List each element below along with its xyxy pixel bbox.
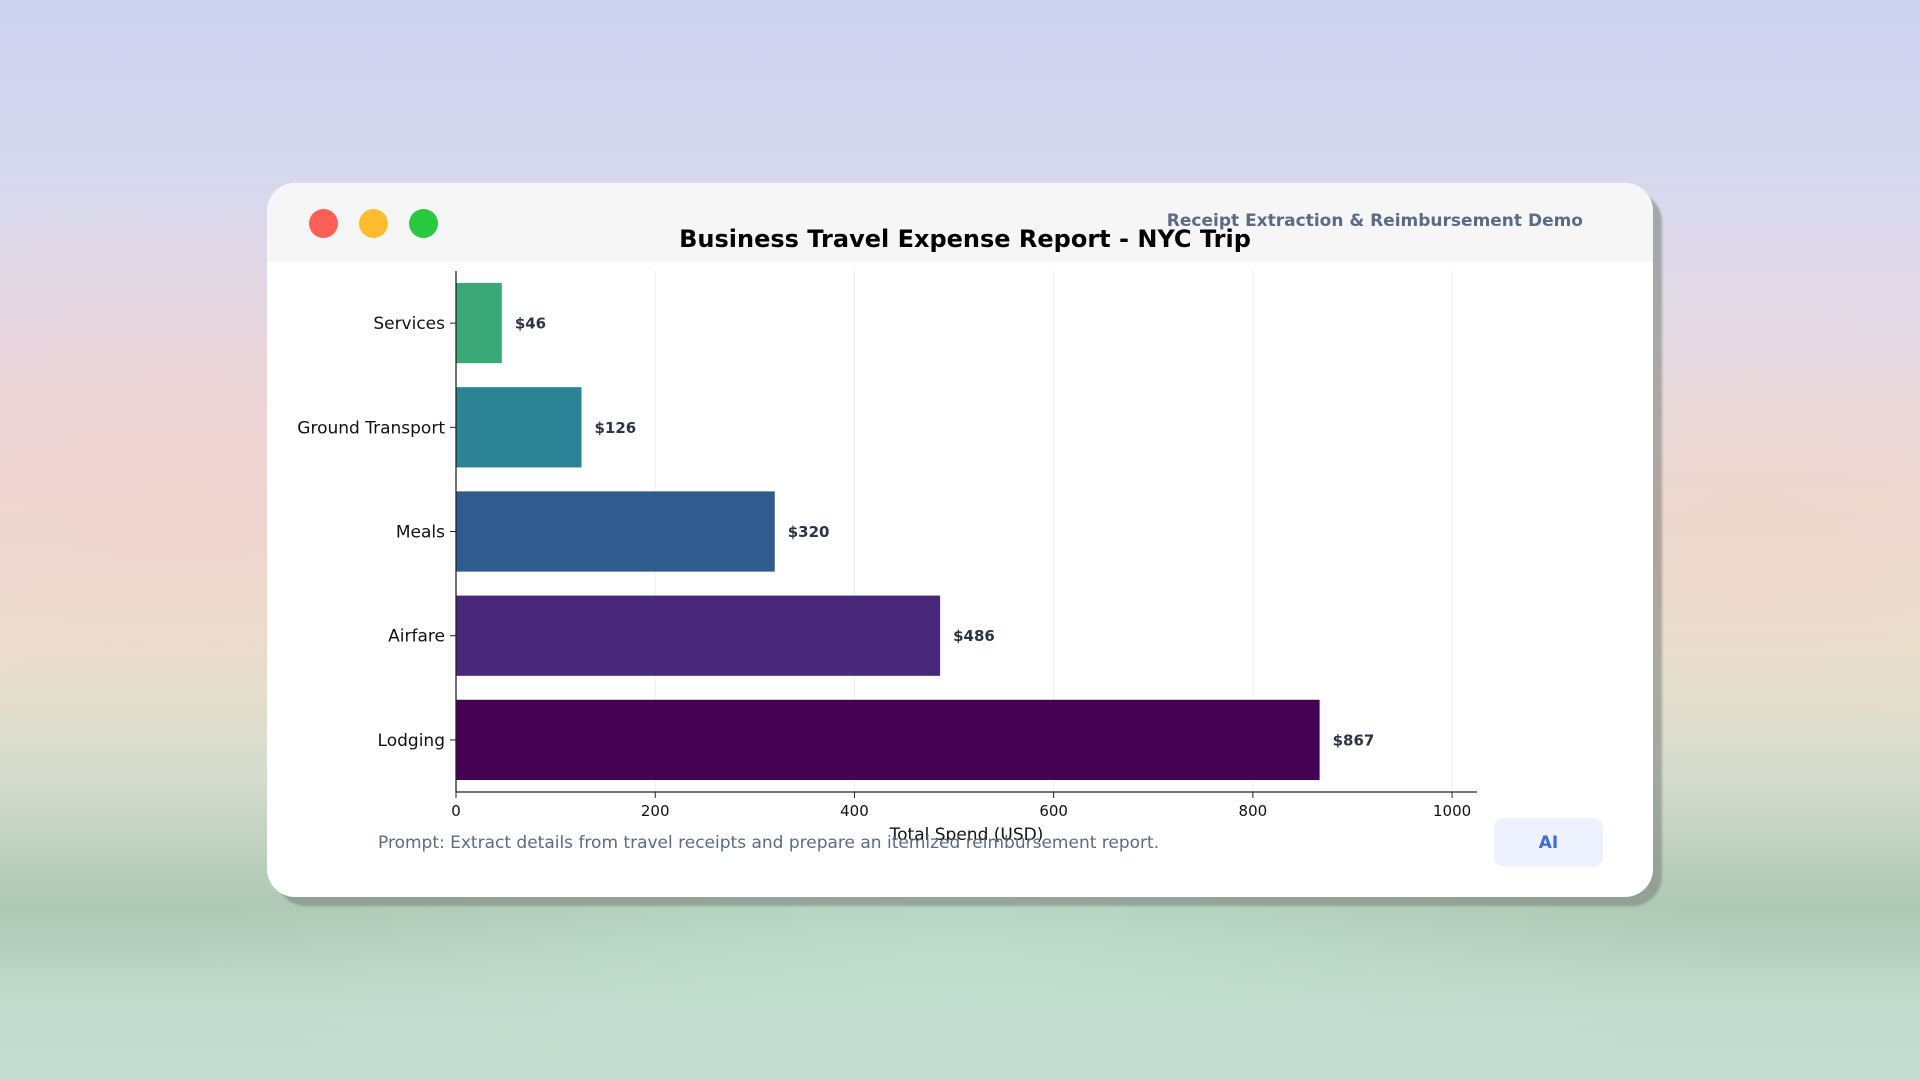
x-tick-label: 200 xyxy=(641,802,670,820)
app-title: Receipt Extraction & Reimbursement Demo xyxy=(1166,211,1583,231)
y-tick-label: Ground Transport xyxy=(297,418,445,438)
x-tick-label: 800 xyxy=(1239,802,1268,820)
app-window: Receipt Extraction & Reimbursement Demo … xyxy=(267,183,1653,897)
y-tick-label: Meals xyxy=(396,523,445,543)
bar-lodging xyxy=(456,699,1320,781)
minimize-window-button[interactable] xyxy=(359,209,388,238)
bar-airfare xyxy=(456,595,941,676)
prompt-text: Prompt: Extract details from travel rece… xyxy=(378,833,1160,853)
x-tick-label: 400 xyxy=(840,802,869,820)
data-label: $320 xyxy=(788,523,830,541)
x-tick-label: 600 xyxy=(1039,802,1068,820)
x-tick-label: 0 xyxy=(451,802,461,820)
x-axis-label: Total Spend (USD) xyxy=(889,825,1044,845)
expense-bar-chart: $867 Lodging $486 Airfare $320 Meals $126 Groun… xyxy=(297,225,1477,845)
maximize-window-button[interactable] xyxy=(409,209,438,238)
data-label: $867 xyxy=(1333,731,1375,749)
chart-title: Business Travel Expense Report - NYC Tri… xyxy=(679,225,1251,253)
y-tick-label: Airfare xyxy=(388,627,445,647)
data-label: $46 xyxy=(515,315,546,333)
title-bar: Receipt Extraction & Reimbursement Demo xyxy=(267,183,1653,262)
y-tick-label: Lodging xyxy=(378,731,445,751)
ai-button[interactable]: AI xyxy=(1494,818,1603,867)
data-label: $126 xyxy=(595,419,637,437)
close-window-button[interactable] xyxy=(309,209,338,238)
bar-ground-transport xyxy=(456,387,582,468)
data-label: $486 xyxy=(953,627,995,645)
x-tick-label: 1000 xyxy=(1433,802,1471,820)
y-tick-label: Services xyxy=(373,314,445,334)
bar-meals xyxy=(456,491,775,572)
bar-services xyxy=(456,282,502,364)
